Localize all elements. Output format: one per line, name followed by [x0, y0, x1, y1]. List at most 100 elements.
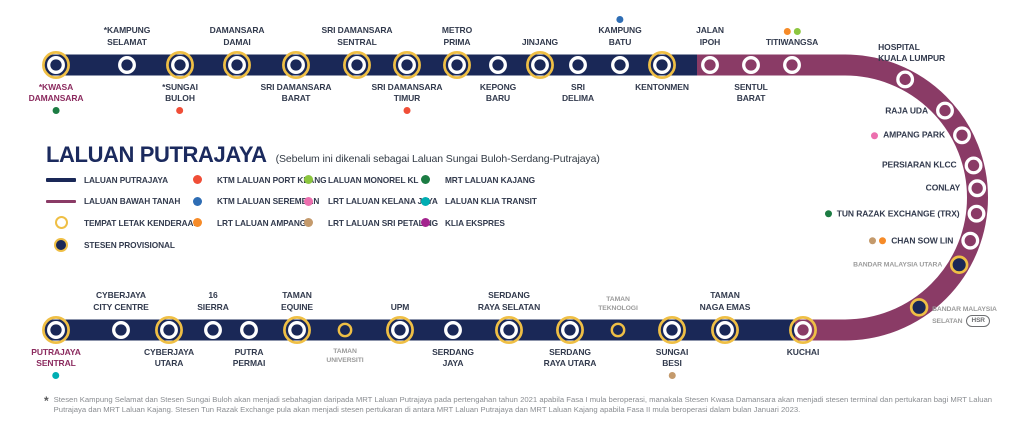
legend-item-laluan-monorel-kl: LALUAN MONOREL KL: [303, 169, 438, 191]
station-marker: [288, 321, 306, 339]
station-sri-delima: [569, 56, 587, 74]
title-block: LALUAN PUTRAJAYA (Sebelum ini dikenali s…: [46, 142, 600, 168]
provisional-station-marker: [337, 322, 353, 338]
station-marker: [794, 321, 812, 339]
station-marker: [47, 321, 65, 339]
park-and-ride-ring: [42, 51, 70, 79]
station-bandar-malaysia-utara: [949, 255, 969, 274]
station-tun-razak-exchange: [967, 204, 986, 223]
park-and-ride-ring: [166, 51, 194, 79]
station-serdang-raya-utara: [556, 316, 584, 344]
legend-item-tempat-letak-kenderaan: TEMPAT LETAK KENDERAAN: [46, 212, 199, 234]
station-sungai-besi: [658, 316, 686, 344]
station-sierra-16: [204, 321, 222, 339]
legend-label: STESEN PROVISIONAL: [84, 239, 175, 250]
legend-label: KLIA EKSPRES: [445, 217, 505, 228]
legend-item-stesen-provisional: STESEN PROVISIONAL: [46, 234, 199, 256]
interchange-dot-icon: [420, 196, 430, 206]
legend-column-1: LALUAN PUTRAJAYA LALUAN BAWAH TANAH TEMPAT…: [46, 169, 199, 255]
station-marker: [204, 321, 222, 339]
legend-label: KTM LALUAN PORT KLANG: [217, 174, 327, 185]
station-cyberjaya-city-centre: [112, 321, 130, 339]
park-and-ride-ring: [526, 51, 554, 79]
legend-column-2: KTM LALUAN PORT KLANG KTM LALUAN SEREMBAN…: [192, 169, 327, 234]
park-and-ride-ring: [556, 316, 584, 344]
legend-column-3: LALUAN MONOREL KL LRT LALUAN KELANA JAYA L…: [303, 169, 438, 234]
station-ampang-park: [953, 126, 971, 145]
provisional-station-marker: [610, 322, 626, 338]
legend-label: LALUAN BAWAH TANAH: [84, 196, 181, 207]
station-marker: [112, 321, 130, 339]
legend-label: LRT LALUAN KELANA JAYA: [328, 196, 438, 207]
legend-label: LRT LALUAN SRI PETALING: [328, 217, 439, 228]
station-kentonmen: [648, 51, 676, 79]
station-bandar-malaysia-selatan: [909, 298, 929, 317]
station-marker: [500, 321, 518, 339]
station-marker: [896, 70, 915, 89]
station-sri-damansara-timur: [393, 51, 421, 79]
park-and-ride-ring: [155, 316, 183, 344]
park-and-ride-ring: [443, 51, 471, 79]
legend-item-laluan-putrajaya: LALUAN PUTRAJAYA: [46, 169, 199, 191]
provisional-station-marker: [949, 255, 969, 274]
station-putra-permai: [240, 321, 258, 339]
legend-item-laluan-bawah-tanah: LALUAN BAWAH TANAH: [46, 191, 199, 213]
station-marker: [611, 56, 629, 74]
station-sentul-barat: [742, 56, 760, 74]
provisional-station-icon: [46, 237, 76, 252]
park-and-ride-icon: [46, 216, 76, 230]
station-marker: [287, 56, 305, 74]
station-marker: [240, 321, 258, 339]
station-marker: [701, 56, 719, 74]
page-title: LALUAN PUTRAJAYA: [46, 142, 267, 167]
park-and-ride-ring: [386, 316, 414, 344]
park-and-ride-ring: [658, 316, 686, 344]
station-marker: [489, 56, 507, 74]
station-hospital-kuala-lumpur: [896, 70, 915, 89]
station-marker: [968, 179, 987, 198]
station-sri-damansara-barat: [282, 51, 310, 79]
legend-line-swatch: [46, 199, 76, 204]
interchange-dot-icon: [192, 218, 202, 228]
station-marker: [444, 321, 462, 339]
station-kampung-selamat: [118, 56, 136, 74]
station-marker: [716, 321, 734, 339]
park-and-ride-ring: [711, 316, 739, 344]
footnote-asterisk: *: [44, 394, 49, 408]
station-marker: [448, 56, 466, 74]
station-marker: [228, 56, 246, 74]
station-damansara-damai: [223, 51, 251, 79]
legend-label: TEMPAT LETAK KENDERAAN: [84, 217, 200, 228]
park-and-ride-ring: [495, 316, 523, 344]
legend-item-ktm-laluan-seremban: KTM LALUAN SEREMBAN: [192, 191, 326, 213]
station-marker: [348, 56, 366, 74]
interchange-dot-icon: [420, 175, 430, 185]
legend-label: LALUAN PUTRAJAYA: [84, 174, 168, 185]
station-marker: [964, 156, 983, 175]
station-marker: [569, 56, 587, 74]
station-marker: [398, 56, 416, 74]
line-underground-segment: [688, 54, 988, 341]
park-and-ride-ring: [343, 51, 371, 79]
station-chan-sow-lin: [961, 231, 980, 250]
station-serdang-raya-selatan: [495, 316, 523, 344]
legend-item-lrt-laluan-kelana-jaya: LRT LALUAN KELANA JAYA: [303, 191, 438, 213]
legend-label: MRT LALUAN KAJANG: [445, 174, 536, 185]
station-kampung-batu: [611, 56, 629, 74]
station-marker: [936, 101, 954, 120]
station-kwasa-damansara: [42, 51, 70, 79]
station-marker: [171, 56, 189, 74]
legend-item-lrt-laluan-sri-petaling: LRT LALUAN SRI PETALING: [303, 212, 438, 234]
station-persiaran-klcc: [964, 156, 983, 175]
interchange-dot-icon: [192, 175, 202, 185]
station-marker: [531, 56, 549, 74]
interchange-dot-icon: [303, 218, 313, 228]
station-taman-teknologi: [610, 322, 626, 338]
station-taman-universiti: [337, 322, 353, 338]
interchange-dot-icon: [303, 196, 313, 206]
legend-label: LALUAN MONOREL KL: [328, 174, 419, 185]
footnote-text: Stesen Kampung Selamat dan Stesen Sungai…: [53, 395, 993, 415]
legend-item-lrt-laluan-ampang: LRT LALUAN AMPANG: [192, 212, 326, 234]
